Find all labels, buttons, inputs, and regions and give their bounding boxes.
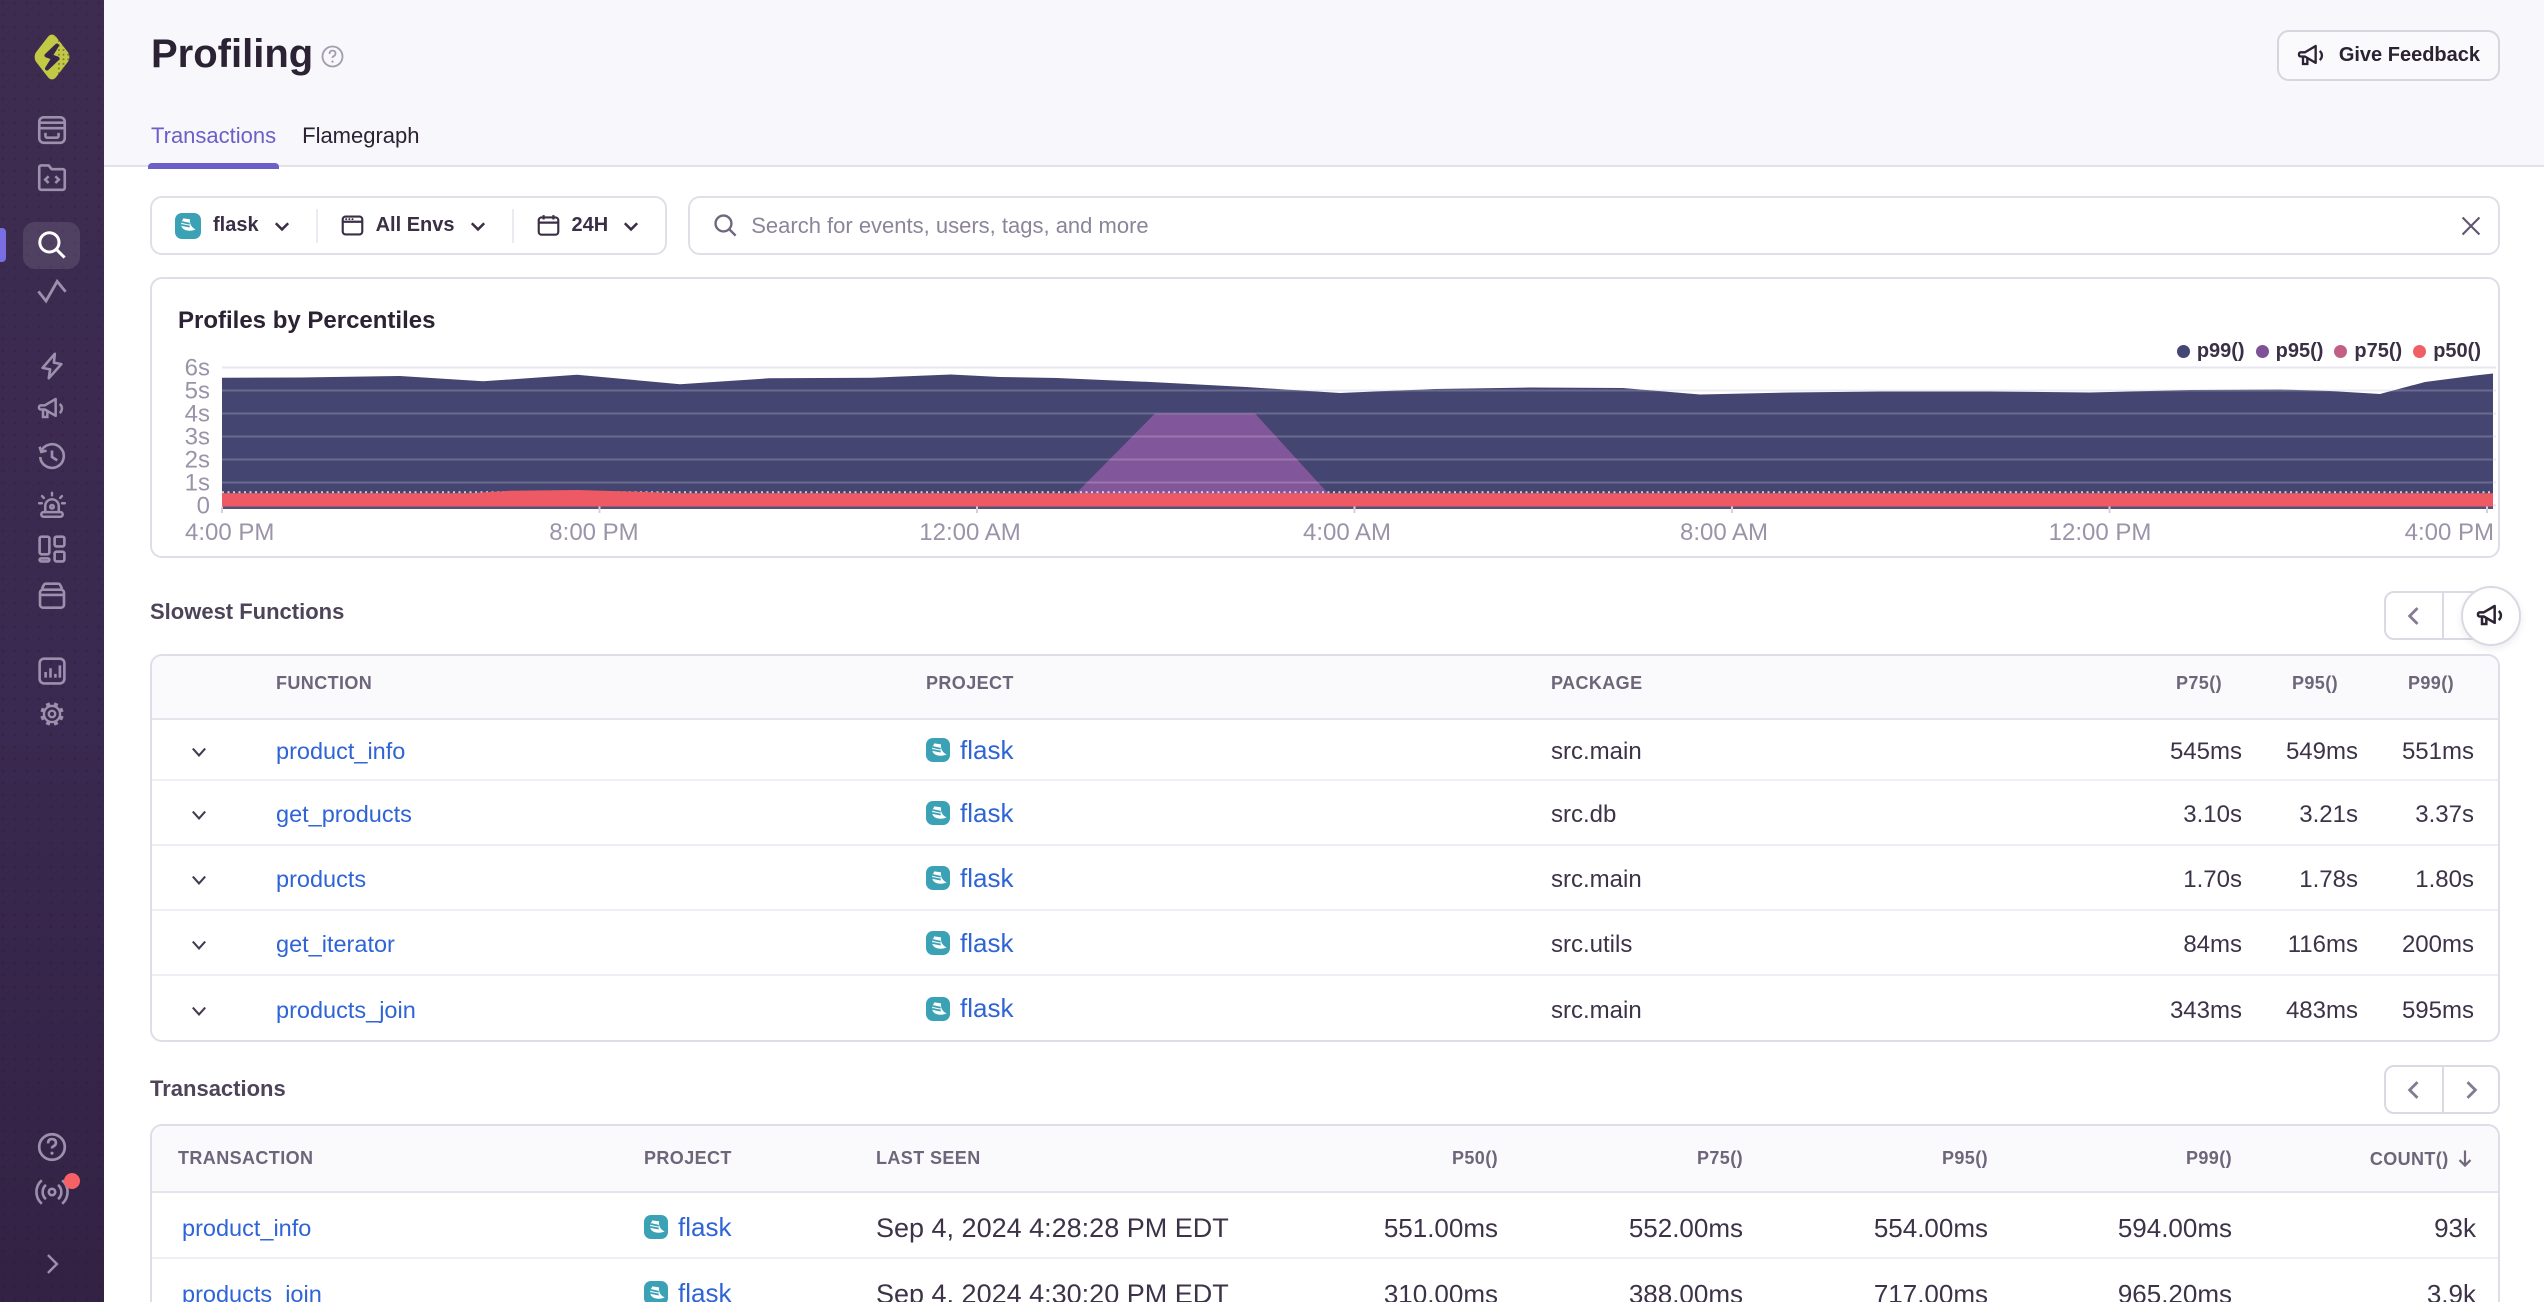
svg-text:0: 0 [197,493,210,520]
svg-text:12:00 PM: 12:00 PM [2049,519,2152,546]
svg-text:5s: 5s [185,378,210,405]
svg-text:4:00 PM: 4:00 PM [185,519,274,546]
svg-text:12:00 AM: 12:00 AM [919,519,1020,546]
svg-text:6s: 6s [185,355,210,382]
svg-text:4:00 AM: 4:00 AM [1303,519,1391,546]
svg-text:4:00 PM: 4:00 PM [2405,519,2494,546]
svg-text:8:00 AM: 8:00 AM [1680,519,1768,546]
svg-text:2s: 2s [185,447,210,474]
svg-text:4s: 4s [185,401,210,428]
svg-text:3s: 3s [185,424,210,451]
svg-text:8:00 PM: 8:00 PM [549,519,638,546]
svg-text:1s: 1s [185,470,210,497]
